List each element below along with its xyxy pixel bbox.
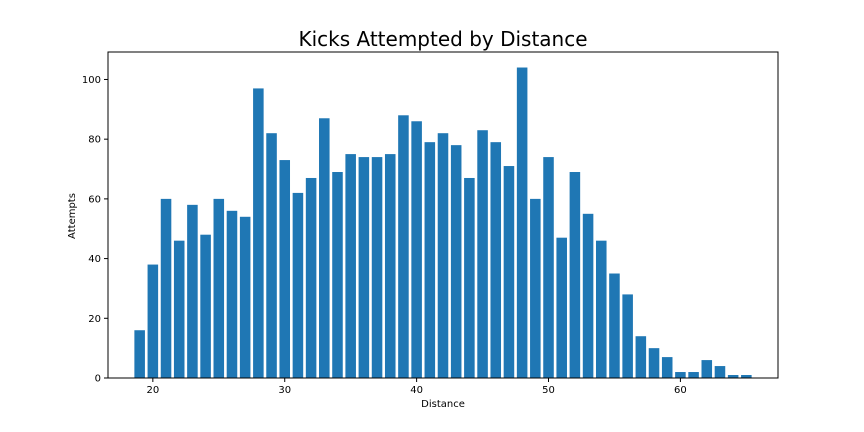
y-tick-label: 100 bbox=[82, 75, 101, 86]
bar-54 bbox=[595, 240, 607, 378]
bar-60 bbox=[675, 372, 686, 378]
bar-28 bbox=[253, 88, 264, 379]
bar-19 bbox=[134, 330, 145, 378]
bar-57 bbox=[635, 336, 647, 378]
bar-45 bbox=[477, 130, 488, 378]
bar-34 bbox=[332, 172, 343, 378]
bar-61 bbox=[688, 372, 699, 378]
bar-26 bbox=[226, 210, 238, 378]
bar-29 bbox=[266, 133, 277, 378]
x-axis: 20 30 40 50 60 bbox=[146, 378, 687, 396]
bar-53 bbox=[582, 213, 594, 378]
bar-49 bbox=[530, 198, 541, 378]
y-tick-label: 80 bbox=[88, 135, 101, 146]
bar-42 bbox=[437, 133, 449, 378]
bar-63 bbox=[714, 366, 726, 378]
bar-55 bbox=[609, 273, 620, 378]
bar-24 bbox=[200, 234, 211, 378]
bar-23 bbox=[187, 204, 198, 378]
bar-43 bbox=[450, 145, 462, 378]
y-tick-label: 0 bbox=[95, 374, 101, 385]
bar-40 bbox=[411, 121, 422, 378]
x-tick-label: 40 bbox=[410, 385, 423, 396]
chart-title: Kicks Attempted by Distance bbox=[298, 27, 587, 51]
x-tick-label: 20 bbox=[146, 385, 159, 396]
bar-58 bbox=[648, 348, 660, 378]
bar-65 bbox=[741, 375, 752, 378]
y-tick-label: 20 bbox=[88, 314, 101, 325]
bar-31 bbox=[292, 192, 304, 378]
bar-30 bbox=[279, 160, 291, 378]
bar-62 bbox=[701, 360, 713, 378]
y-tick-label: 40 bbox=[88, 254, 101, 265]
x-tick-label: 50 bbox=[542, 385, 555, 396]
bar-25 bbox=[213, 198, 225, 378]
bar-20 bbox=[147, 264, 159, 378]
bar-44 bbox=[464, 177, 475, 378]
x-tick-label: 60 bbox=[674, 385, 687, 396]
y-axis-label: Attempts bbox=[67, 193, 78, 239]
y-axis: 0 20 40 60 80 100 bbox=[82, 75, 108, 385]
bar-46 bbox=[490, 142, 502, 378]
bar-50 bbox=[543, 157, 554, 378]
bar-41 bbox=[424, 142, 436, 378]
y-tick-label: 60 bbox=[88, 194, 101, 205]
bars-group bbox=[134, 67, 752, 379]
bar-38 bbox=[384, 154, 396, 378]
bar-51 bbox=[556, 237, 567, 378]
bar-21 bbox=[160, 198, 172, 378]
bar-48 bbox=[516, 67, 528, 379]
bar-56 bbox=[622, 294, 633, 378]
bar-35 bbox=[345, 154, 356, 378]
bar-33 bbox=[319, 118, 330, 379]
bar-52 bbox=[569, 172, 581, 378]
bar-39 bbox=[398, 115, 409, 378]
bar-27 bbox=[239, 216, 251, 378]
bar-64 bbox=[727, 375, 739, 378]
bar-22 bbox=[173, 240, 185, 378]
x-axis-label: Distance bbox=[421, 399, 465, 410]
plot-frame bbox=[107, 51, 779, 379]
bar-36 bbox=[358, 157, 370, 378]
x-tick-label: 30 bbox=[278, 385, 291, 396]
bar-32 bbox=[305, 177, 317, 378]
bar-47 bbox=[503, 166, 515, 378]
bar-37 bbox=[371, 157, 383, 378]
bar-59 bbox=[661, 357, 673, 378]
